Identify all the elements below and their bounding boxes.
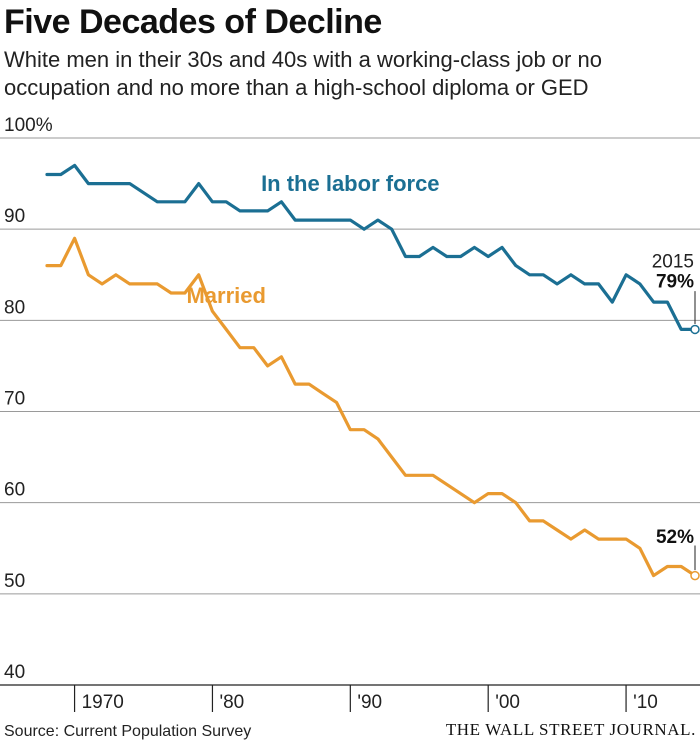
gridlines: [0, 137, 700, 686]
x-axis: 1970 '80 '90 '00 '10: [73, 685, 658, 713]
y-tick-label: 40: [4, 662, 25, 683]
y-axis-tick-labels: 40 50 60 70 80 90 100%: [4, 115, 53, 683]
source-note: Source: Current Population Survey: [4, 723, 252, 740]
y-tick-label: 50: [4, 571, 25, 592]
y-tick-label: 60: [4, 480, 25, 501]
series-line-married: [45, 236, 697, 578]
series-label-married: Married: [186, 283, 265, 308]
x-tick-label: '90: [357, 692, 382, 713]
x-tick-label: '00: [495, 692, 520, 713]
series-lines: [45, 163, 700, 581]
y-tick-label: 80: [4, 297, 25, 318]
x-tick-label: '80: [219, 692, 244, 713]
end-point-marker: [690, 570, 700, 581]
chart-title: Five Decades of Decline: [4, 3, 382, 41]
x-tick-label: 1970: [82, 692, 124, 713]
x-tick-label: '10: [633, 692, 658, 713]
end-point-marker: [690, 324, 700, 335]
series-line-labor-force: [45, 163, 697, 331]
series-label-labor-force: In the labor force: [261, 171, 439, 196]
y-tick-label: 70: [4, 389, 25, 410]
y-tick-label: 100%: [4, 115, 53, 136]
annotation-year: 2015: [652, 251, 694, 272]
annotation-labor-force-value: 79%: [656, 272, 694, 293]
annotation-married-value: 52%: [656, 527, 694, 548]
publisher-logo: THE WALL STREET JOURNAL.: [445, 720, 696, 739]
y-tick-label: 90: [4, 206, 25, 227]
chart-subtitle: White men in their 30s and 40s with a wo…: [4, 47, 602, 100]
